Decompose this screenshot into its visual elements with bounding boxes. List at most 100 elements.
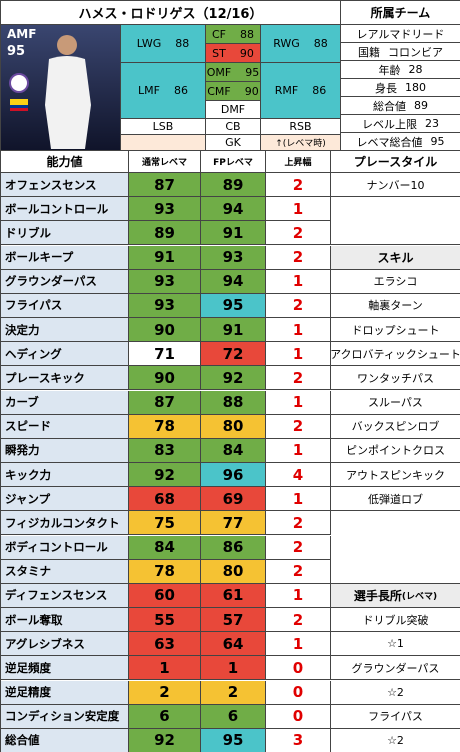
strengths-note: (レベマ) [401,591,438,602]
stat-gain: 1 [266,487,331,512]
stat-name: フライパス [1,293,129,318]
player-body [45,56,91,149]
stat-gain: 1 [266,438,331,463]
skills-header: スキル [331,245,460,270]
position-rating: 90 [244,84,259,98]
position-name: CF [212,27,227,41]
profile-field: 身長 180 [341,79,460,97]
stat-name: 瞬発力 [1,438,129,463]
position-rating: 88 [240,27,255,41]
stat-normal: 60 [129,583,201,608]
position-rating: 88 [313,37,328,50]
stat-normal: 87 [129,390,201,415]
strength-item: グラウンダーパス [331,656,460,681]
stat-fp: 57 [201,608,266,633]
stat-fp: 94 [201,269,266,294]
strengths-header: 選手長所 (レベマ) [331,583,460,608]
stat-normal: 87 [129,173,201,198]
stat-name: ジャンプ [1,487,129,512]
position-name: LMF [138,84,160,97]
position-rating: 95 [245,65,260,79]
field-label: レベマ総合値 [356,135,423,149]
stat-name: ボールコントロール [1,197,129,222]
stat-normal: 90 [129,318,201,343]
card-position: AMF [7,27,36,41]
stat-normal: 93 [129,293,201,318]
stat-fp: 69 [201,487,266,512]
skill-item: エラシコ [331,270,460,294]
stat-gain: 1 [266,583,331,608]
stat-gain: 2 [266,366,331,391]
position-rating: 86 [312,84,327,97]
stat-fp: 77 [201,511,266,536]
player-head [57,35,77,55]
stat-normal: 75 [129,511,201,536]
table-header: プレースタイル [331,151,460,173]
position-name: LSB [152,120,174,133]
position-cell: ST 90 [206,44,261,63]
stat-normal: 71 [129,342,201,367]
stat-fp: 1 [201,656,266,681]
stat-normal: 84 [129,535,201,560]
position-rating: 88 [175,37,190,50]
stat-fp: 91 [201,221,266,246]
stat-normal: 93 [129,197,201,222]
stat-fp: 92 [201,366,266,391]
strength-item: ☆1 [331,632,460,657]
skill-item: ピンポイントクロス [331,439,460,463]
stat-normal: 91 [129,245,201,270]
stat-gain: 2 [266,245,331,270]
stat-name: ボール奪取 [1,608,129,633]
position-name: DMF [220,103,246,116]
stat-name: ディフェンスセンス [1,583,129,608]
flag-blue [10,105,28,108]
stat-name: ヘディング [1,342,129,367]
position-rating: 90 [239,46,254,60]
profile-field: 国籍 コロンビア [341,43,460,61]
stat-gain: 0 [266,680,331,705]
position-cell: LWG 88 [121,25,206,63]
flag-yellow [10,99,28,105]
position-rating: 86 [173,84,188,97]
stat-name: 決定力 [1,318,129,343]
strength-item: ☆2 [331,681,460,705]
stat-name: ボディコントロール [1,535,129,560]
stat-fp: 95 [201,293,266,318]
stat-gain: 2 [266,173,331,198]
stat-gain: 2 [266,221,331,246]
position-cell: RMF 86 [261,63,341,119]
stat-gain: 1 [266,197,331,222]
stat-gain: 4 [266,463,331,488]
position-name: CMF [207,84,231,98]
stat-normal: 93 [129,269,201,294]
player-title: ハメス・ロドリゲス（12/16） [1,1,341,25]
position-cell: CMF 90 [206,82,261,101]
skill-item: ワンタッチパス [331,366,460,391]
stat-fp: 80 [201,414,266,439]
position-name: RSB [289,120,312,133]
position-cell: CB [206,119,261,135]
player-card: AMF 95 [1,25,121,151]
position-cell: OMF 95 [206,63,261,82]
blank-cell [331,511,460,584]
strength-item: ☆2 [331,729,460,752]
position-cell: RWG 88 [261,25,341,63]
blank-cell [121,135,206,151]
stat-fp: 80 [201,559,266,584]
field-value: 180 [405,81,426,94]
position-name: RWG [273,37,300,50]
level-note: ↑(レベマ時) [261,135,341,151]
field-value: 28 [408,63,423,76]
stat-gain: 1 [266,390,331,415]
team-name: レアルマドリード [341,25,460,43]
stat-gain: 1 [266,269,331,294]
table-header: 通常レベマ [129,151,201,173]
position-name: CB [225,120,241,133]
stat-gain: 1 [266,632,331,657]
stat-fp: 84 [201,438,266,463]
profile-field: 年齢 28 [341,61,460,79]
stat-fp: 89 [201,173,266,198]
stat-fp: 2 [201,680,266,705]
stat-name: コンディション安定度 [1,704,129,729]
